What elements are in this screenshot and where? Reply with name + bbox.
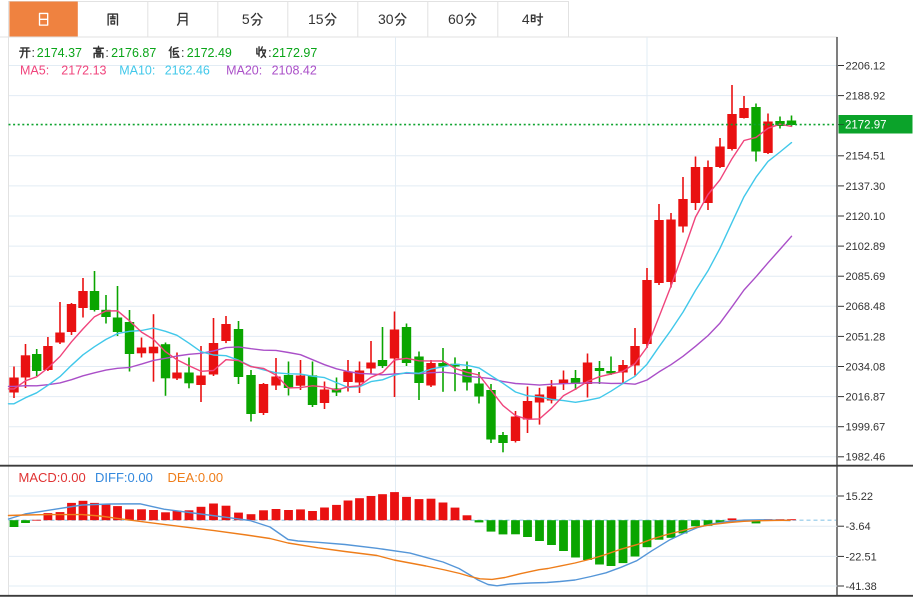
- svg-text::: :: [105, 46, 108, 60]
- svg-text::: :: [32, 46, 35, 60]
- svg-text:-3.64: -3.64: [846, 521, 871, 533]
- svg-text:2016.87: 2016.87: [846, 392, 886, 404]
- svg-text:15.22: 15.22: [846, 491, 874, 503]
- svg-text:1982.46: 1982.46: [846, 452, 886, 464]
- svg-text:2176.87: 2176.87: [111, 46, 156, 60]
- svg-text:2162.46: 2162.46: [165, 63, 210, 77]
- svg-text:2102.89: 2102.89: [846, 241, 886, 253]
- svg-text:2174.37: 2174.37: [37, 46, 82, 60]
- svg-text:1999.67: 1999.67: [846, 422, 886, 434]
- svg-text:2172.97: 2172.97: [845, 119, 887, 131]
- svg-text:2154.51: 2154.51: [846, 151, 886, 163]
- svg-text:5: 5: [242, 11, 250, 27]
- svg-text:MA5:: MA5:: [20, 63, 49, 77]
- svg-text:-22.51: -22.51: [846, 551, 877, 563]
- svg-text:2108.42: 2108.42: [272, 63, 317, 77]
- svg-text:2137.30: 2137.30: [846, 181, 886, 193]
- svg-text:2188.92: 2188.92: [846, 91, 886, 103]
- svg-text:30: 30: [378, 11, 394, 27]
- svg-text:DEA:0.00: DEA:0.00: [168, 470, 224, 485]
- svg-text:2206.12: 2206.12: [846, 60, 886, 72]
- svg-text:2172.97: 2172.97: [272, 46, 317, 60]
- svg-text:15: 15: [308, 11, 324, 27]
- svg-text:-41.38: -41.38: [846, 581, 877, 593]
- svg-text:DIFF:0.00: DIFF:0.00: [95, 470, 153, 485]
- svg-text:MA10:: MA10:: [119, 63, 155, 77]
- svg-text::: :: [268, 46, 271, 60]
- svg-text::: :: [181, 46, 184, 60]
- svg-text:2034.08: 2034.08: [846, 361, 886, 373]
- svg-text:2085.69: 2085.69: [846, 271, 886, 283]
- svg-text:2172.49: 2172.49: [187, 46, 232, 60]
- svg-text:2051.28: 2051.28: [846, 331, 886, 343]
- svg-text:60: 60: [448, 11, 464, 27]
- svg-text:2120.10: 2120.10: [846, 211, 886, 223]
- svg-text:MA20:: MA20:: [226, 63, 262, 77]
- svg-text:2172.13: 2172.13: [61, 63, 106, 77]
- svg-text:MACD:0.00: MACD:0.00: [19, 470, 86, 485]
- svg-text:4: 4: [522, 11, 530, 27]
- svg-text:2068.48: 2068.48: [846, 301, 886, 313]
